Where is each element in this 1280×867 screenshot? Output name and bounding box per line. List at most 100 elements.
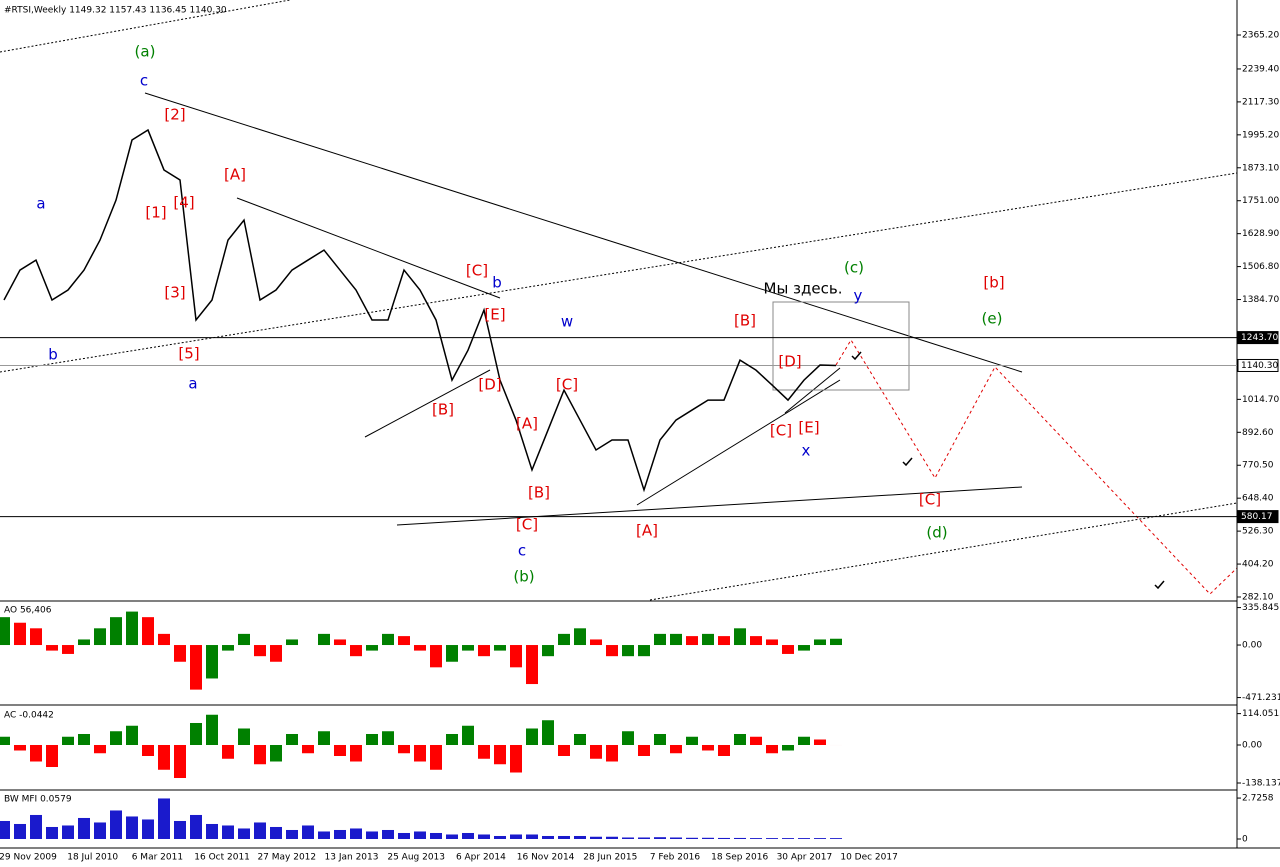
wave-label: [C]: [516, 516, 538, 534]
bar: [0, 736, 10, 745]
bar: [126, 725, 138, 745]
checkmark: [851, 351, 1165, 590]
bar: [558, 633, 570, 646]
y-tick-label: 1995.20: [1242, 130, 1279, 140]
bar: [302, 744, 314, 754]
bar: [78, 639, 90, 646]
bar: [158, 633, 170, 646]
bar: [430, 645, 442, 668]
wave-label: [A]: [636, 522, 658, 540]
bar: [94, 822, 106, 839]
bar: [446, 834, 458, 839]
wave-label: [4]: [173, 194, 194, 212]
wave-label: [B]: [528, 484, 550, 502]
wave-label: [C]: [466, 262, 488, 280]
trend-line: [236, 197, 501, 299]
y-tick-label: 1628.90: [1242, 229, 1279, 239]
bar: [254, 822, 266, 839]
price-label: 1140.30: [1241, 361, 1278, 371]
y-tick-label: 1384.70: [1242, 295, 1279, 305]
wave-label: [3]: [164, 284, 185, 302]
wave-label: y: [854, 287, 863, 305]
wave-label: [C]: [556, 376, 578, 394]
bar: [622, 837, 634, 839]
bar: [206, 645, 218, 679]
bar: [478, 834, 490, 839]
y-tick-label: 526.30: [1242, 527, 1274, 537]
bar: [462, 645, 474, 651]
trend-line: [636, 379, 841, 506]
bar: [318, 831, 330, 839]
bar: [190, 722, 202, 745]
bar: [606, 645, 618, 657]
bar: [654, 837, 666, 839]
y-tick-label: 892.60: [1242, 428, 1274, 438]
bar: [558, 744, 570, 757]
y-tick-label: 1751.00: [1242, 196, 1279, 206]
x-tick-label: 30 Apr 2017: [777, 853, 833, 863]
bar: [270, 645, 282, 662]
bar: [0, 617, 10, 646]
wave-label: [A]: [224, 166, 246, 184]
chart-title: #RTSI,Weekly 1149.32 1157.43 1136.45 114…: [4, 6, 227, 16]
bar: [622, 731, 634, 745]
bar: [78, 817, 90, 839]
bar: [750, 736, 762, 745]
bar: [318, 731, 330, 745]
panel-title: AO 56,406: [4, 606, 52, 616]
y-tick-label: 335.845: [1242, 603, 1279, 613]
trend-line: [396, 486, 1023, 526]
bar: [334, 744, 346, 757]
bar: [814, 838, 826, 839]
bar: [46, 826, 58, 839]
x-tick-label: 6 Apr 2014: [456, 853, 506, 863]
bar: [382, 633, 394, 646]
x-tick-label: 16 Oct 2011: [194, 853, 250, 863]
wave-label: x: [802, 442, 811, 460]
bar: [110, 731, 122, 745]
bar: [126, 816, 138, 839]
bar: [398, 744, 410, 754]
bar: [526, 834, 538, 839]
bar: [702, 837, 714, 839]
bar: [494, 835, 506, 839]
bar: [590, 639, 602, 646]
price-label: 1243.70: [1241, 333, 1278, 343]
wave-label: w: [561, 313, 573, 331]
wave-label: [D]: [778, 353, 801, 371]
bar: [670, 837, 682, 839]
bar: [222, 825, 234, 839]
x-tick-label: 29 Nov 2009: [0, 853, 57, 863]
bar: [350, 744, 362, 762]
bar: [782, 838, 794, 839]
bar: [110, 810, 122, 839]
y-tick-label: 404.20: [1242, 560, 1274, 570]
highlight-box: [772, 301, 910, 391]
bar: [590, 744, 602, 759]
bar: [686, 736, 698, 745]
bar: [734, 733, 746, 745]
bar: [766, 744, 778, 754]
bar: [94, 628, 106, 646]
bar: [430, 744, 442, 770]
x-tick-label: 10 Dec 2017: [840, 853, 898, 863]
bar: [638, 744, 650, 757]
wave-label: (c): [844, 259, 864, 277]
bar: [638, 837, 650, 839]
wave-label: (a): [135, 43, 156, 61]
bar: [462, 725, 474, 745]
wave-label: c: [518, 542, 526, 560]
bar: [350, 828, 362, 839]
wave-label: [b]: [983, 274, 1004, 292]
bar: [702, 633, 714, 646]
wave-label: [C]: [919, 491, 941, 509]
bar: [238, 633, 250, 646]
bar: [302, 825, 314, 839]
y-tick-label: 2117.30: [1242, 97, 1279, 107]
bar: [398, 636, 410, 646]
x-tick-label: 13 Jan 2013: [325, 853, 379, 863]
bar: [798, 838, 810, 839]
bar: [478, 744, 490, 759]
y-tick-label: 1014.70: [1242, 395, 1279, 405]
bar: [462, 832, 474, 839]
